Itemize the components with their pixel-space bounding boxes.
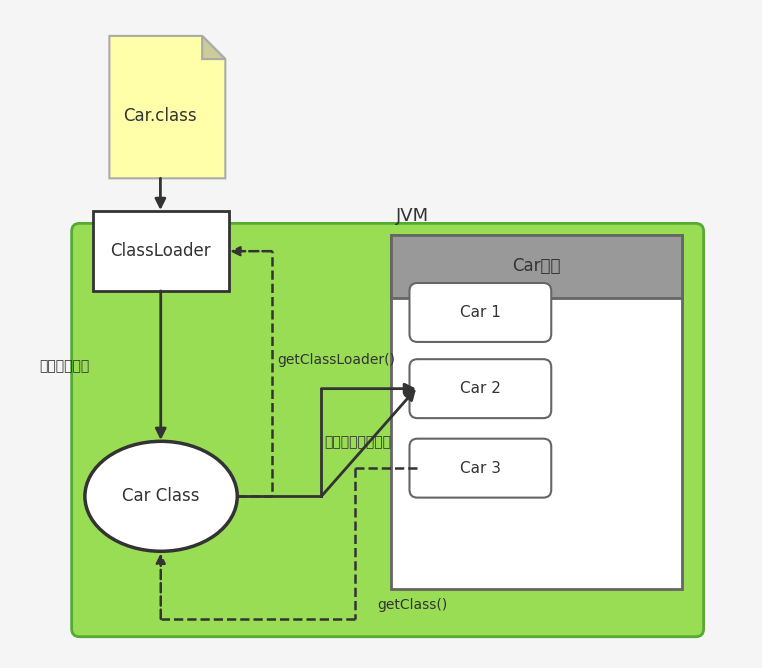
Polygon shape — [202, 36, 226, 59]
Ellipse shape — [85, 442, 237, 551]
Text: Car.class: Car.class — [123, 107, 197, 125]
FancyBboxPatch shape — [72, 223, 703, 637]
Text: Car 1: Car 1 — [460, 305, 501, 320]
Text: getClassLoader(): getClassLoader() — [277, 353, 395, 367]
Text: JVM: JVM — [395, 206, 429, 224]
FancyBboxPatch shape — [409, 283, 551, 342]
Text: getClass(): getClass() — [377, 599, 447, 613]
Text: Car实例: Car实例 — [512, 257, 561, 275]
FancyBboxPatch shape — [93, 212, 229, 291]
Text: Car 3: Car 3 — [459, 461, 501, 476]
Text: 调用构造器实例化: 调用构造器实例化 — [325, 436, 392, 450]
FancyBboxPatch shape — [391, 234, 683, 589]
Text: Car 2: Car 2 — [460, 381, 501, 396]
FancyBboxPatch shape — [391, 234, 683, 297]
Text: Car Class: Car Class — [123, 487, 200, 505]
Polygon shape — [110, 36, 226, 178]
Text: 加载并初始化: 加载并初始化 — [40, 359, 89, 373]
Text: ClassLoader: ClassLoader — [110, 242, 211, 261]
FancyBboxPatch shape — [409, 439, 551, 498]
FancyBboxPatch shape — [409, 359, 551, 418]
